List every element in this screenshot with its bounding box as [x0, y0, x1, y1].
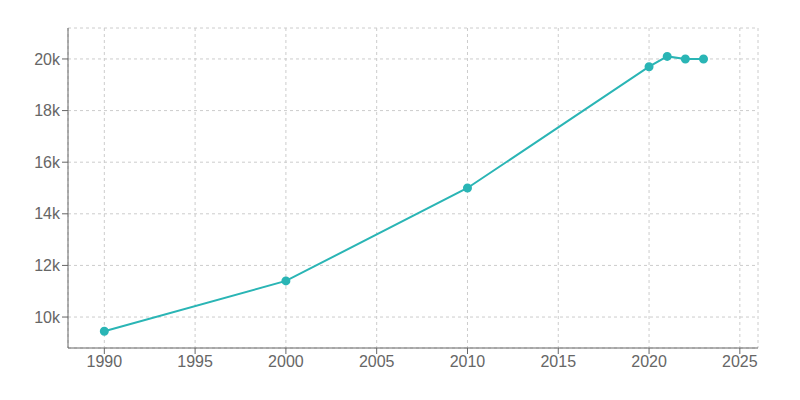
svg-text:10k: 10k	[34, 309, 61, 326]
svg-text:20k: 20k	[34, 51, 61, 68]
svg-text:2015: 2015	[540, 353, 576, 370]
svg-text:16k: 16k	[34, 154, 61, 171]
svg-text:2005: 2005	[359, 353, 395, 370]
svg-text:1995: 1995	[177, 353, 213, 370]
svg-text:18k: 18k	[34, 102, 61, 119]
svg-text:2025: 2025	[722, 353, 758, 370]
svg-text:1990: 1990	[87, 353, 123, 370]
svg-text:2020: 2020	[631, 353, 667, 370]
svg-text:12k: 12k	[34, 257, 61, 274]
svg-text:2010: 2010	[450, 353, 486, 370]
svg-text:2000: 2000	[268, 353, 304, 370]
svg-text:14k: 14k	[34, 205, 61, 222]
